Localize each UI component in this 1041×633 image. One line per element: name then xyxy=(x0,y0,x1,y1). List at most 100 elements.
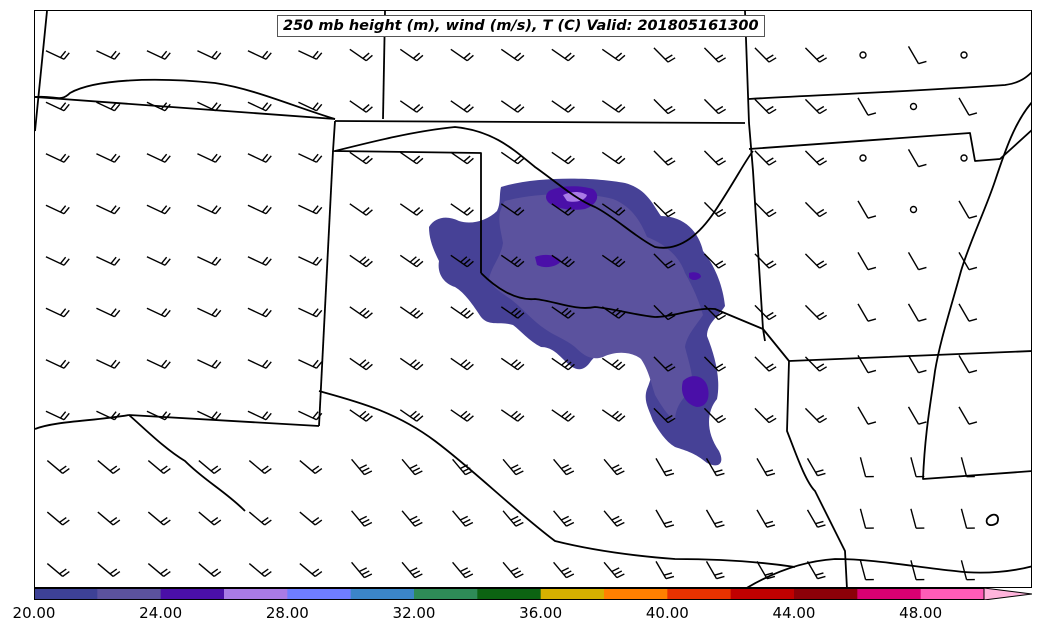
wind-barb xyxy=(553,561,575,579)
wind-barb xyxy=(804,407,828,424)
calm-wind-circle xyxy=(909,102,918,111)
wind-barb xyxy=(502,561,524,579)
wind-barb xyxy=(349,203,373,216)
wind-barb xyxy=(603,458,625,476)
ok-ar-border xyxy=(762,328,1031,362)
wind-barb xyxy=(500,306,525,319)
wind-barb xyxy=(703,47,727,63)
wind-barb xyxy=(756,509,776,528)
wind-barb xyxy=(756,457,776,477)
wind-barb xyxy=(705,560,725,580)
colorbar-segment xyxy=(794,588,858,600)
map-panel xyxy=(34,10,1032,588)
wind-barb xyxy=(601,203,626,216)
wind-barb xyxy=(958,200,978,219)
wind-barb xyxy=(601,409,626,422)
wind-barb xyxy=(248,511,272,526)
wind-barb xyxy=(754,201,777,218)
calm-wind-circle xyxy=(960,154,968,162)
wind-barb xyxy=(551,409,575,422)
wind-barb xyxy=(349,254,373,268)
colorbar-segment xyxy=(540,588,605,600)
wind-barb xyxy=(859,457,874,478)
wind-barb xyxy=(299,511,323,526)
missouri-arkansas-border xyxy=(748,129,1031,162)
wind-barb xyxy=(703,407,727,424)
wind-barb xyxy=(804,304,828,321)
wind-barb xyxy=(601,48,626,62)
wind-barb xyxy=(653,201,676,218)
wind-barb xyxy=(399,100,424,113)
wind-barb xyxy=(653,304,676,321)
wind-barb xyxy=(248,460,272,474)
colorbar-tick-label: 28.00 xyxy=(265,604,309,622)
map-title: 250 mb height (m), wind (m/s), T (C) Val… xyxy=(277,15,765,37)
wind-barb xyxy=(450,100,474,113)
colorbar-segment xyxy=(857,588,922,600)
wind-barb xyxy=(603,510,625,527)
wind-barb xyxy=(806,457,826,477)
wind-barb xyxy=(401,458,423,476)
wind-barb xyxy=(45,307,70,318)
wind-barb xyxy=(46,511,70,526)
wind-barb xyxy=(551,357,575,371)
wind-barb xyxy=(551,48,575,62)
wind-barb xyxy=(96,256,121,266)
kansas-missouri-border xyxy=(744,11,764,330)
wind-barb xyxy=(655,560,675,580)
wind-barb xyxy=(197,359,222,369)
wind-barb xyxy=(907,45,927,65)
wind-barb xyxy=(247,153,272,163)
wind-barb xyxy=(146,307,171,318)
wind-barb xyxy=(910,508,925,529)
wind-barb xyxy=(857,200,877,219)
wind-barb xyxy=(907,303,927,322)
wind-barb xyxy=(754,356,777,372)
wind-barb xyxy=(500,203,525,216)
wind-barb xyxy=(197,153,222,163)
colorbar-tick-label: 20.00 xyxy=(12,604,56,622)
nm-texas-border xyxy=(35,414,130,430)
colorbar-extend-arrow xyxy=(983,588,1032,600)
wind-barb xyxy=(553,510,575,527)
wind-barb xyxy=(452,510,474,527)
wind-barb xyxy=(96,410,121,421)
wind-barb xyxy=(248,563,272,577)
wind-barb xyxy=(45,101,70,112)
wind-barb xyxy=(299,460,323,474)
wind-barb xyxy=(349,100,373,113)
wind-barb xyxy=(450,151,474,165)
wind-barb xyxy=(197,256,222,266)
wind-barb xyxy=(806,509,826,528)
colorbar-tick-label: 40.00 xyxy=(645,604,689,622)
colorbar-tick-label: 44.00 xyxy=(772,604,816,622)
wind-barb xyxy=(46,460,70,474)
wind-barb xyxy=(197,410,222,421)
wind-barb xyxy=(754,47,777,63)
wind-barb xyxy=(500,409,525,422)
map-canvas xyxy=(35,11,1031,587)
east-edge-lake xyxy=(985,513,999,526)
wind-barb xyxy=(197,101,222,112)
wind-barb xyxy=(247,101,272,112)
calm-wind-circle xyxy=(960,51,968,59)
wind-barb xyxy=(399,254,424,268)
wind-barb xyxy=(401,561,423,579)
wind-barb xyxy=(551,306,575,319)
wind-barb xyxy=(399,306,424,319)
colorbar-segment xyxy=(667,588,732,600)
wind-barb xyxy=(551,100,575,113)
wind-barb xyxy=(146,153,171,163)
wind-barb xyxy=(96,359,121,369)
wind-barb xyxy=(96,50,121,60)
iowa-missouri-border xyxy=(748,71,1031,100)
wind-barb xyxy=(653,150,676,166)
wind-barb xyxy=(399,151,424,165)
wind-barb xyxy=(97,511,121,526)
colorbar xyxy=(34,588,1032,600)
wind-barb xyxy=(399,409,424,422)
wind-barb xyxy=(247,307,272,318)
wind-barb xyxy=(45,50,70,60)
wind-barb xyxy=(45,204,70,215)
kansas-south-border-west xyxy=(35,96,336,120)
